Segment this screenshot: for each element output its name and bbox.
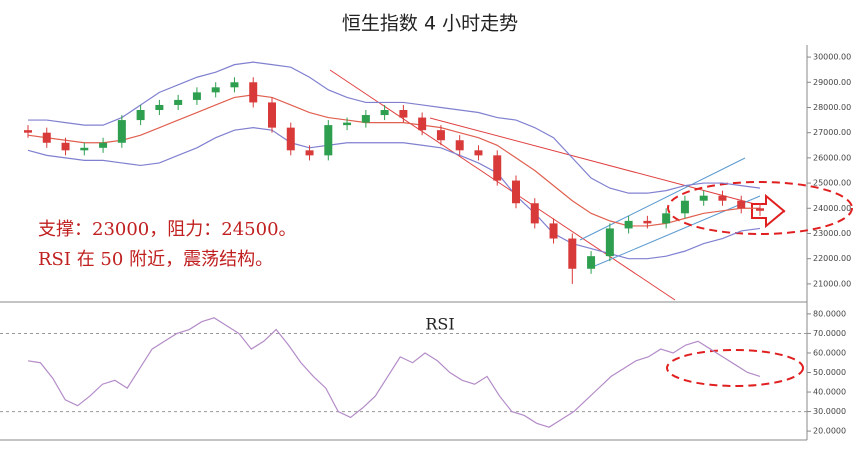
candle-body xyxy=(587,256,596,269)
candle-body xyxy=(174,99,183,105)
candle-body xyxy=(662,213,671,224)
candle-body xyxy=(61,142,70,151)
candle-body xyxy=(512,180,520,204)
candle-body xyxy=(718,195,727,201)
candle-body xyxy=(80,147,89,151)
chart-title: 恒生指数 4 小时走势 xyxy=(342,13,518,35)
candle-body xyxy=(136,110,145,121)
candle-body xyxy=(737,200,746,209)
y-tick-label: 70.0000 xyxy=(813,329,846,338)
candle-body xyxy=(249,82,258,103)
annotation: RSI 在 50 附近，震荡结构。 xyxy=(38,249,273,270)
candle-body xyxy=(756,208,764,211)
candle-body xyxy=(643,220,652,224)
panel-title: RSI xyxy=(425,315,454,334)
highlight-ellipse xyxy=(666,349,804,387)
y-tick-label: 20.0000 xyxy=(813,427,846,436)
y-tick-label: 60.0000 xyxy=(813,348,846,357)
candle-body xyxy=(399,110,408,118)
trend-line xyxy=(589,195,761,269)
candle-body xyxy=(24,130,32,133)
band-line xyxy=(28,61,761,194)
y-tick-label: 25000.00 xyxy=(813,179,851,188)
candle-body xyxy=(324,125,333,156)
candle-body xyxy=(624,220,633,229)
candle-body xyxy=(343,122,352,126)
candle-body xyxy=(155,104,164,110)
y-tick-label: 40.0000 xyxy=(813,388,846,397)
trend-line xyxy=(329,69,676,301)
highlight-ellipse xyxy=(667,181,853,235)
candle-body xyxy=(99,142,108,148)
candle-body xyxy=(286,127,295,151)
y-tick-label: 27000.00 xyxy=(813,128,851,137)
candle-body xyxy=(474,150,483,156)
y-tick-label: 30000.00 xyxy=(813,53,851,62)
y-tick-label: 23000.00 xyxy=(813,229,851,238)
rsi-line xyxy=(27,317,761,428)
candle-body xyxy=(493,155,502,181)
y-tick-label: 28000.00 xyxy=(813,103,851,112)
candle-body xyxy=(436,130,445,141)
candle-body xyxy=(361,115,370,123)
y-tick-label: 22000.00 xyxy=(813,254,851,263)
candle-body xyxy=(42,132,51,143)
y-tick-label: 80.0000 xyxy=(813,309,846,318)
trend-line xyxy=(579,157,746,241)
y-tick-label: 30.0000 xyxy=(813,407,846,416)
arrow xyxy=(751,193,786,229)
candle-body xyxy=(380,110,389,116)
candle-body xyxy=(117,120,126,143)
candle-body xyxy=(192,92,201,100)
y-tick-label: 21000.00 xyxy=(813,279,851,288)
candle-body xyxy=(305,150,314,156)
candle-body xyxy=(455,140,464,151)
y-tick-label: 29000.00 xyxy=(813,78,851,87)
y-tick-label: 24000.00 xyxy=(813,204,851,213)
candle-body xyxy=(605,228,614,257)
y-tick-label: 50.0000 xyxy=(813,368,846,377)
candle-body xyxy=(680,200,689,214)
candle-body xyxy=(230,82,239,88)
candle-body xyxy=(568,238,577,269)
candle-body xyxy=(268,102,276,128)
candle-body xyxy=(699,195,708,201)
candle-body xyxy=(418,117,427,131)
y-tick-label: 26000.00 xyxy=(813,153,851,162)
band-line xyxy=(27,94,760,227)
candle-body xyxy=(530,203,539,224)
candle-body xyxy=(549,223,558,239)
band-line xyxy=(27,127,761,260)
candle-body xyxy=(211,87,220,93)
annotation: 支撑：23000，阻力：24500。 xyxy=(38,219,297,240)
